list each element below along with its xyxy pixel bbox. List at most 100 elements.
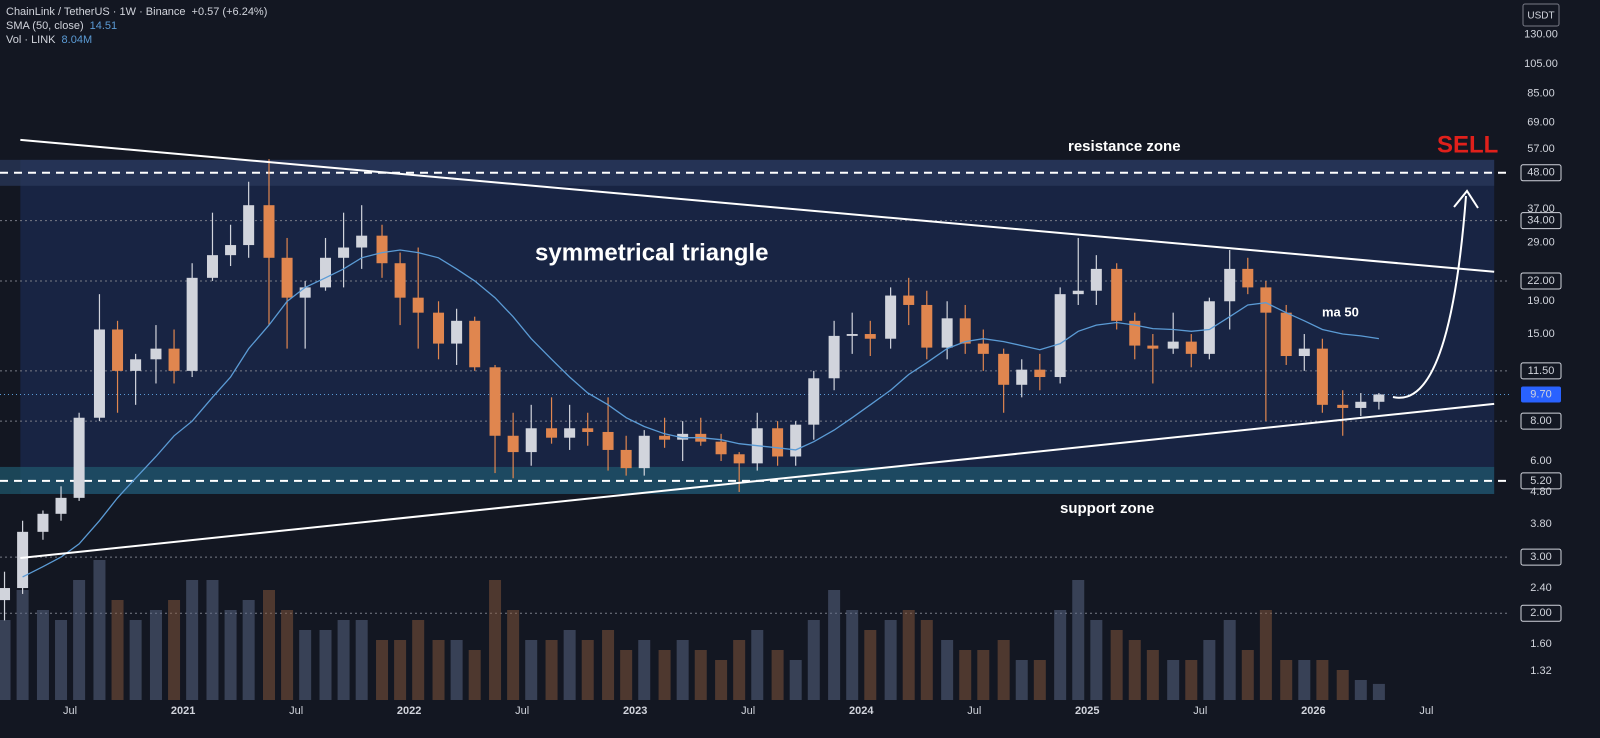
volume-bar [620, 650, 633, 700]
candle-body [846, 334, 858, 336]
volume-bar [468, 650, 481, 700]
candle-body [412, 297, 424, 313]
candle-body [130, 359, 142, 371]
y-tick-label: 11.50 [1528, 365, 1555, 377]
candle-body [469, 320, 481, 368]
candle-body [1072, 290, 1084, 295]
candle-body [885, 295, 897, 339]
level-box [1520, 164, 1562, 182]
y-tick-label: 1.60 [1530, 638, 1551, 650]
y-tick-label: 69.00 [1527, 116, 1555, 128]
candle-body [299, 287, 311, 298]
candle-body [17, 531, 29, 589]
trendline [20, 402, 1495, 560]
y-tick-label: 34.00 [1527, 215, 1555, 227]
x-tick-label: 2026 [1301, 705, 1325, 717]
y-tick-label: 4.80 [1530, 486, 1551, 498]
last-price-box [1521, 386, 1561, 403]
legend-value: 14.51 [89, 20, 118, 32]
candle-body [1054, 294, 1066, 378]
candle-body [93, 329, 105, 418]
candle-body [1016, 369, 1028, 385]
volume-bar [751, 630, 764, 700]
level-box [1520, 412, 1562, 430]
volume-bar [0, 620, 11, 700]
currency-box [1522, 3, 1560, 27]
x-tick-label: 2021 [171, 705, 195, 717]
volume-bar [884, 620, 897, 700]
legend-value: 8.04M [61, 34, 93, 46]
volume-bar [941, 640, 954, 700]
y-tick-label: 19.00 [1527, 295, 1555, 307]
volume-bar [489, 580, 502, 700]
legend-row: Vol · LINK 8.04M [6, 33, 273, 47]
y-tick-label: 15.00 [1527, 328, 1555, 340]
candle-body [1203, 301, 1215, 354]
volume-bar [262, 590, 275, 700]
candle-body [659, 435, 671, 440]
x-tick-label: Jul [967, 705, 981, 717]
volume-bar [93, 560, 106, 700]
candle-body [320, 257, 332, 288]
x-tick-label: 2022 [397, 705, 421, 717]
candle-body [0, 588, 11, 601]
candle-body [620, 449, 632, 469]
candle-body [356, 235, 368, 248]
volume-bar [581, 640, 594, 700]
volume-bar [676, 640, 689, 700]
candle-body [73, 417, 85, 498]
x-tick-label: Jul [741, 705, 755, 717]
volume-bar [525, 640, 538, 700]
sma-line [22, 249, 1379, 578]
plot-layer [0, 138, 1495, 700]
candle-body [1298, 348, 1310, 357]
volume-bar [149, 610, 162, 700]
volume-bar [977, 650, 990, 700]
candle-body [1242, 268, 1254, 288]
volume-bar [1316, 660, 1329, 700]
candle-body [1129, 320, 1141, 346]
volume-bar [959, 650, 972, 700]
volume-bar [563, 630, 576, 700]
arrow [1392, 195, 1467, 399]
level-box [1520, 212, 1562, 230]
volume-bar [1146, 650, 1159, 700]
volume-bar [55, 620, 68, 700]
volume-bar [658, 650, 671, 700]
legend-entry: SMA (50, close) [6, 20, 84, 32]
candle-body [1111, 268, 1123, 321]
x-tick-label: Jul [515, 705, 529, 717]
candle-body [243, 205, 255, 246]
zone-label: support zone [1060, 500, 1154, 517]
x-tick-label: 2023 [623, 705, 647, 717]
candle-body [489, 367, 501, 436]
volume-bar [206, 580, 219, 700]
candle-body [864, 334, 876, 339]
candle-body [1355, 401, 1367, 408]
volume-bar [412, 620, 425, 700]
candle-body [772, 428, 784, 457]
volume-bar [771, 650, 784, 700]
candle-body [1373, 394, 1385, 402]
volume-bar [1072, 580, 1085, 700]
candle-body [451, 320, 463, 344]
candle-body [1260, 287, 1272, 313]
trendline [20, 138, 1495, 273]
x-tick-label: Jul [63, 705, 77, 717]
y-tick-label: 9.70 [1530, 388, 1551, 400]
candle-body [582, 428, 594, 432]
volume-bar [1185, 660, 1198, 700]
y-tick-label: 37.00 [1527, 203, 1555, 215]
candle-body [828, 335, 840, 379]
volume-bar [733, 640, 746, 700]
volume-bar [1336, 670, 1349, 700]
volume-bar [1090, 620, 1103, 700]
candle-body [998, 353, 1010, 385]
volume-bar [1110, 630, 1123, 700]
y-tick-label: 29.00 [1527, 237, 1555, 249]
volume-bar [1128, 640, 1141, 700]
candle-body [1337, 404, 1349, 408]
candle-body [977, 343, 989, 354]
legend-row: ChainLink / TetherUS · 1W · Binance +0.57… [6, 5, 273, 19]
candle-body [733, 454, 745, 464]
